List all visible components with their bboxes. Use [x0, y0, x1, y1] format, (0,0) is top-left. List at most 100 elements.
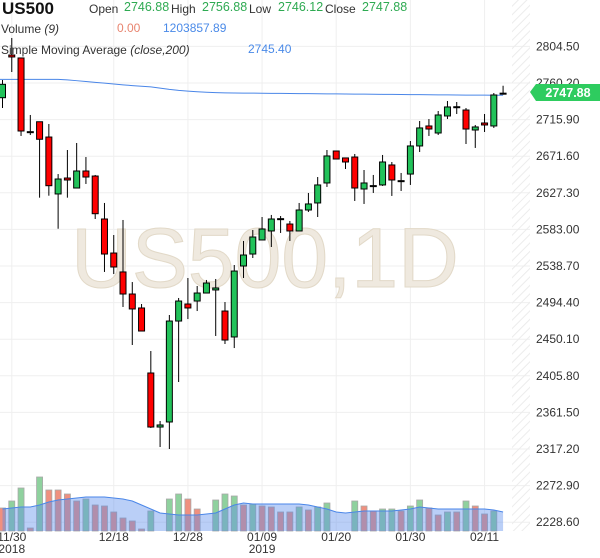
sma-line — [0, 78, 504, 96]
volume-bar — [323, 502, 331, 532]
volume-bar — [295, 506, 303, 532]
candle — [406, 140, 414, 185]
candle-body — [471, 126, 479, 131]
sma-legend[interactable]: Simple Moving Average (close,200) — [1, 43, 190, 57]
candle — [165, 314, 173, 450]
candle — [54, 174, 62, 229]
candle — [379, 154, 387, 186]
candle-body — [63, 177, 71, 181]
price-tick-label: 2715.90 — [536, 113, 580, 127]
volume-legend[interactable]: Volume (9) — [1, 22, 59, 36]
candle-body — [36, 121, 44, 140]
candle-body — [0, 83, 6, 99]
volume-value: 0.00 — [117, 21, 141, 35]
candle — [249, 229, 257, 258]
price-tick-label: 2272.90 — [536, 479, 580, 493]
year-tick-label: 2018 — [0, 542, 25, 556]
volume-bar — [0, 507, 6, 532]
volume-bar — [258, 505, 266, 532]
date-tick-label: 11/30 — [0, 530, 27, 544]
volume-bar — [63, 493, 71, 532]
volume-bar — [267, 506, 275, 532]
price-axis[interactable]: 2804.502760.202715.902671.602627.302583.… — [536, 39, 580, 529]
volume-bar — [406, 505, 414, 532]
candle — [221, 302, 229, 344]
candle — [481, 113, 489, 132]
candle — [332, 150, 340, 160]
candle — [443, 101, 451, 120]
candle — [156, 420, 164, 448]
candle-body — [388, 164, 396, 181]
open-label: Open — [89, 2, 119, 16]
candle-body — [323, 155, 331, 184]
date-tick-label: 02/11 — [470, 530, 499, 544]
candle-body — [193, 292, 201, 302]
candle-body — [230, 270, 238, 338]
candle — [175, 297, 183, 383]
volume-ma-area — [2, 497, 504, 531]
date-tick-label: 01/30 — [395, 530, 425, 544]
volume-bar — [360, 505, 368, 532]
candle — [8, 37, 16, 73]
candle-body — [332, 150, 340, 160]
future-area-hatch — [512, 0, 530, 531]
candle — [184, 277, 192, 320]
candle-body — [202, 282, 210, 294]
watermark: US500,1D — [71, 211, 459, 305]
candle — [397, 172, 405, 191]
candle-body — [128, 293, 136, 310]
candle — [416, 121, 424, 152]
volume-bar — [82, 498, 90, 532]
candle-body — [434, 114, 442, 134]
volume-bar — [138, 528, 145, 532]
date-tick-label: 01/20 — [321, 530, 351, 544]
candle — [0, 80, 6, 109]
candle — [45, 123, 53, 196]
candle — [230, 265, 238, 349]
volume-label: Volume — [1, 22, 42, 36]
candle — [202, 279, 210, 294]
candle-body — [240, 254, 248, 267]
date-tick-label: 12/18 — [99, 530, 129, 544]
candle — [110, 235, 118, 275]
volume-bar — [26, 527, 34, 532]
candle — [119, 219, 127, 307]
candle — [100, 202, 108, 272]
price-tick-label: 2627.30 — [536, 186, 580, 200]
price-tick-label: 2583.00 — [536, 222, 580, 236]
candle — [369, 174, 377, 193]
candle — [490, 92, 498, 128]
candle-body — [314, 184, 322, 204]
candle — [26, 114, 34, 135]
candle-body — [304, 203, 312, 211]
candle-body — [351, 156, 359, 189]
candle-body — [156, 424, 164, 428]
candle-body — [406, 145, 414, 175]
candle — [277, 216, 285, 233]
candle — [471, 124, 479, 148]
volume-bar — [17, 487, 25, 532]
low-label: Low — [249, 2, 272, 16]
volume-bar — [277, 511, 285, 532]
candle-body — [17, 57, 25, 132]
volume-bar — [128, 520, 136, 532]
volume-bar — [379, 508, 386, 532]
volume-bar — [490, 510, 498, 532]
candle-body — [175, 300, 183, 322]
candle-body — [295, 209, 303, 232]
candle-body — [212, 287, 220, 291]
volume-bar — [110, 511, 118, 532]
candle-body — [341, 157, 349, 163]
candle — [425, 119, 433, 136]
high-value: 2756.88 — [202, 0, 248, 14]
candle — [267, 214, 275, 248]
price-tag-background — [530, 84, 600, 101]
candle — [193, 285, 201, 312]
volume-bar — [240, 504, 247, 532]
volume-bar — [434, 514, 442, 532]
volume-bar — [286, 511, 294, 532]
price-tick-label: 2804.50 — [536, 39, 580, 53]
candle — [314, 177, 322, 218]
